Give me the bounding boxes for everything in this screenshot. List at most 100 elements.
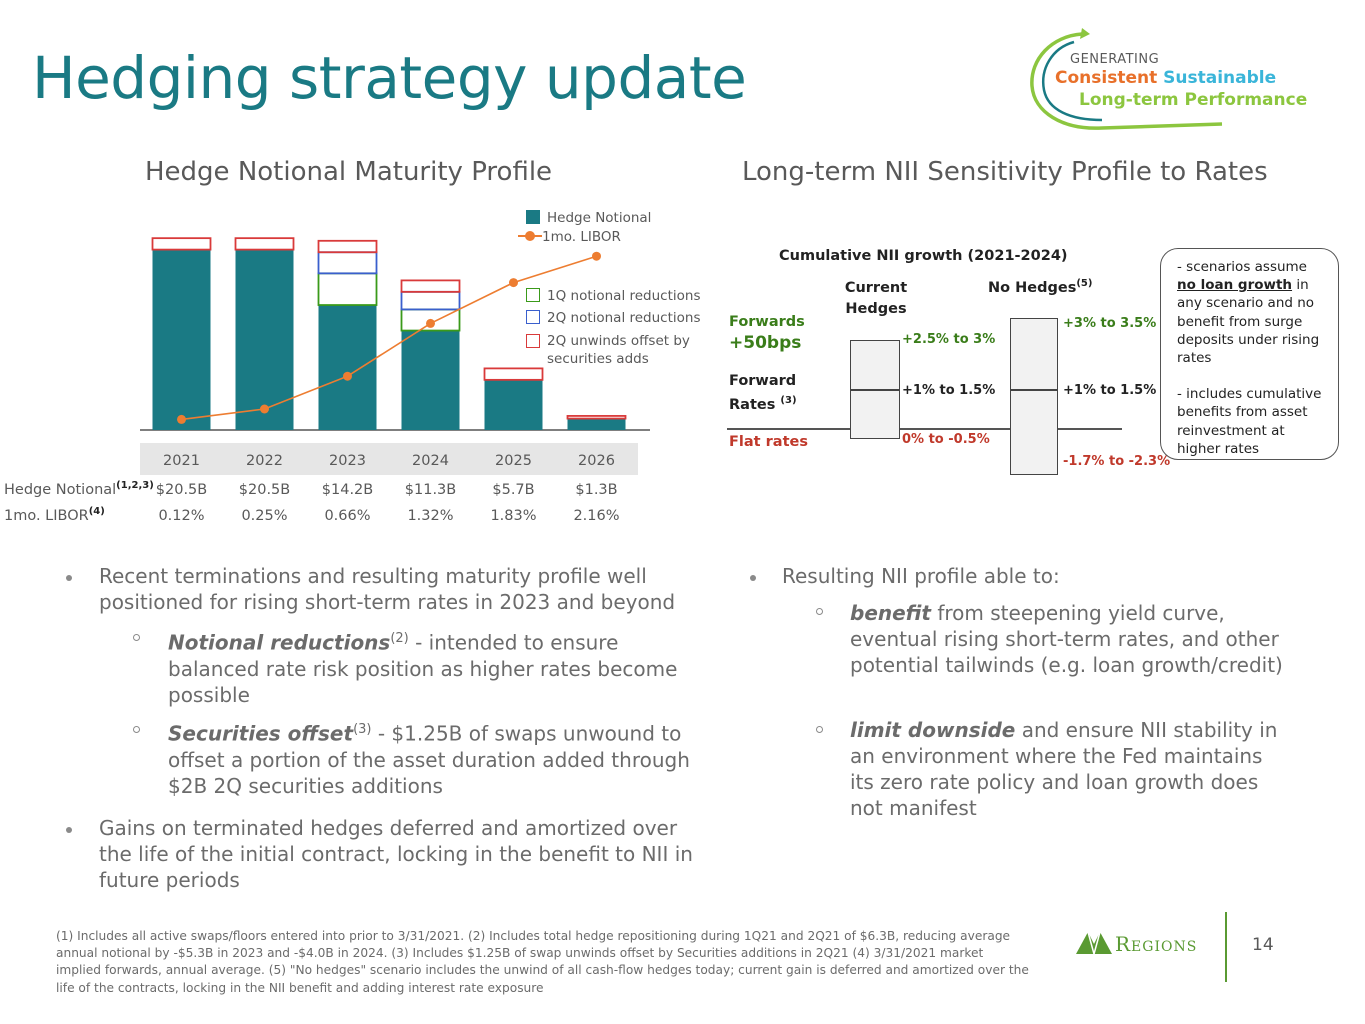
legend-1q-reductions: 1Q notional reductions xyxy=(526,288,701,304)
scenario-flat-rates: Flat rates xyxy=(729,434,808,450)
box-2q-unwind xyxy=(234,237,295,251)
legend-libor: 1mo. LIBOR xyxy=(518,229,621,245)
legend-label: 2Q notional reductions xyxy=(547,310,701,326)
hedge-notional-value-label: $5.7B xyxy=(492,482,534,498)
bar-hedge-notional xyxy=(401,330,460,430)
bullet-dot xyxy=(66,827,72,833)
note-text: - scenarios assume xyxy=(1177,259,1307,275)
box-2q-unwind xyxy=(566,415,627,420)
right-bullet-1: Resulting NII profile able to: xyxy=(782,564,1060,588)
scenario-sup: (3) xyxy=(780,395,797,406)
logo-sustainable: Sustainable xyxy=(1163,68,1277,88)
sub-bullet-emphasis: Notional reductions xyxy=(168,630,391,655)
scenario-line-1: Forwards xyxy=(729,314,805,330)
no-hedges-high: +3% to 3.5% xyxy=(1063,316,1157,331)
row-label-sup: (1,2,3) xyxy=(116,480,154,491)
sub-bullet-text: - intended to ensure balanced rate risk … xyxy=(168,630,678,707)
box-2q-unwind xyxy=(151,237,212,251)
hedge-notional-chart: 2021 $20.5B 0.12% 2022 $20.5B 0.25% 2023 $14.2B… xyxy=(140,237,650,524)
box-2q-unwind xyxy=(400,279,461,293)
sub-bullet-text: and ensure NII stability in an environme… xyxy=(850,718,1278,820)
col-no-hedges: No Hedges(5) xyxy=(988,278,1092,296)
row-label-libor: 1mo. LIBOR(4) xyxy=(4,506,105,524)
libor-value-label: 2.16% xyxy=(573,508,619,524)
page-title: Hedging strategy update xyxy=(32,44,747,112)
box-2q-reduction xyxy=(400,290,461,311)
libor-value-label: 0.66% xyxy=(324,508,370,524)
legend-line-marker-icon xyxy=(518,231,542,241)
category-label: 2025 xyxy=(495,453,532,469)
hedge-notional-value-label: $20.5B xyxy=(239,482,290,498)
swoosh-logo-icon xyxy=(1030,28,1223,130)
logo-consistent: Consistent xyxy=(1055,68,1158,88)
category-label: 2021 xyxy=(163,453,200,469)
bar-hedge-notional xyxy=(484,379,543,430)
regions-logo: Regions xyxy=(1076,928,1226,962)
libor-point xyxy=(592,251,601,261)
bar-hedge-notional xyxy=(235,249,294,430)
legend-label: Hedge Notional xyxy=(547,210,652,226)
note-paragraph-2: - includes cumulative benefits from asse… xyxy=(1177,386,1322,457)
hedge-notional-value-label: $20.5B xyxy=(156,482,207,498)
legend-swatch-blue xyxy=(526,310,540,324)
legend-hedge-notional: Hedge Notional xyxy=(526,210,651,226)
legend-label: 2Q unwinds offset by securities adds xyxy=(547,333,690,367)
category-label: 2026 xyxy=(578,453,615,469)
libor-value-label: 1.83% xyxy=(490,508,536,524)
legend-label: 1Q notional reductions xyxy=(547,288,701,304)
libor-value-label: 0.12% xyxy=(158,508,204,524)
footer-divider xyxy=(1225,912,1227,982)
libor-point xyxy=(343,371,352,381)
logo-generating-text: GENERATING xyxy=(1070,52,1160,67)
libor-point xyxy=(509,278,518,288)
right-sub-bullet-1: benefit from steepening yield curve, eve… xyxy=(850,600,1290,678)
sub-bullet-emphasis: benefit xyxy=(850,601,931,625)
current-hedges-low: 0% to -0.5% xyxy=(902,432,990,447)
legend-swatch-teal xyxy=(526,210,540,224)
category-label: 2023 xyxy=(329,453,366,469)
sub-bullet-sup: (3) xyxy=(353,722,372,737)
box-2q-unwind xyxy=(317,239,378,254)
left-sub-bullet-1: Notional reductions(2) - intended to ens… xyxy=(168,626,693,708)
legend-swatch-green xyxy=(526,288,540,302)
logo-long-term: Long-term Performance xyxy=(1079,90,1308,110)
no-hedges-mid: +1% to 1.5% xyxy=(1063,383,1157,398)
note-text: in any scenario and no benefit from surg… xyxy=(1177,277,1320,367)
sub-bullet-circle xyxy=(133,634,140,641)
legend-label: 1mo. LIBOR xyxy=(542,229,621,245)
right-sub-bullet-2: limit downside and ensure NII stability … xyxy=(850,717,1290,821)
footnote: (1) Includes all active swaps/floors ent… xyxy=(56,929,1029,995)
box-1q-reduction xyxy=(317,272,378,306)
libor-point xyxy=(426,318,435,328)
box-2q-reduction xyxy=(317,251,378,275)
left-bullet-1: Recent terminations and resulting maturi… xyxy=(99,564,676,614)
bullet-dot xyxy=(66,575,72,581)
scenario-line-1: Forward xyxy=(729,373,797,389)
sub-bullet-circle xyxy=(816,726,823,733)
sub-bullet-circle xyxy=(133,726,140,733)
left-subtitle: Hedge Notional Maturity Profile xyxy=(145,157,553,187)
col-no-hedges-sup: (5) xyxy=(1076,278,1093,289)
regions-wordmark: Regions xyxy=(1115,932,1198,956)
regions-leaf-icon xyxy=(1076,931,1112,956)
scenario-line-2: +50bps xyxy=(729,333,802,353)
libor-value-label: 0.25% xyxy=(241,508,287,524)
no-hedges-range-box xyxy=(1010,318,1058,475)
col-no-hedges-text: No Hedges xyxy=(988,279,1077,296)
logo-line-1: Consistent Sustainable xyxy=(1055,68,1276,88)
hedge-chart-legend: Hedge Notional 1mo. LIBOR 1Q notional re… xyxy=(518,208,714,368)
note-paragraph-1: - scenarios assume no loan growth in any… xyxy=(1177,258,1330,367)
right-subtitle: Long-term NII Sensitivity Profile to Rat… xyxy=(742,157,1268,187)
libor-line xyxy=(181,255,597,421)
col-current-hedges: Current Hedges xyxy=(832,278,920,320)
current-hedges-mid: +1% to 1.5% xyxy=(902,383,996,398)
current-hedges-midline xyxy=(850,389,900,391)
sub-bullet-text: - $1.25B of swaps unwound to offset a po… xyxy=(168,721,690,798)
scenario-line-2: Rates xyxy=(729,396,776,413)
scenario-forwards-50: Forwards +50bps xyxy=(729,312,805,354)
hedge-notional-value-label: $14.2B xyxy=(322,482,373,498)
sub-bullet-emphasis: limit downside xyxy=(850,718,1016,742)
row-label-sup: (4) xyxy=(88,506,105,517)
no-hedges-low: -1.7% to -2.3% xyxy=(1063,454,1171,469)
note-underlined: no loan growth xyxy=(1177,277,1293,294)
